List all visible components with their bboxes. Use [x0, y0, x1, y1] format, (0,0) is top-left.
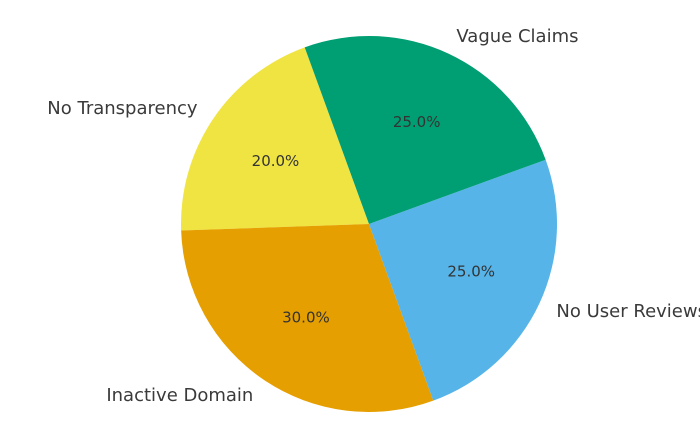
pie-category-label-vague-claims: Vague Claims — [456, 26, 578, 47]
pie-slice-inactive-domain — [181, 224, 434, 412]
pie-category-label-no-user-reviews: No User Reviews — [556, 301, 700, 322]
pie-category-label-no-transparency: No Transparency — [47, 98, 198, 119]
pie-slices — [180, 36, 557, 412]
pie-percent-label-vague-claims: 25.0% — [393, 113, 441, 131]
pie-percent-label-no-transparency: 20.0% — [252, 152, 300, 170]
pie-slice-no-user-reviews — [369, 159, 557, 401]
pie-percent-label-no-user-reviews: 25.0% — [447, 263, 495, 281]
pie-slice-no-transparency — [180, 47, 369, 231]
pie-labels: 20.0% No Transparency 30.0% Inactive Domain… — [47, 26, 700, 406]
pie-percent-label-inactive-domain: 30.0% — [282, 309, 330, 327]
pie-category-label-inactive-domain: Inactive Domain — [106, 385, 253, 406]
pie-slice-vague-claims — [304, 36, 546, 224]
